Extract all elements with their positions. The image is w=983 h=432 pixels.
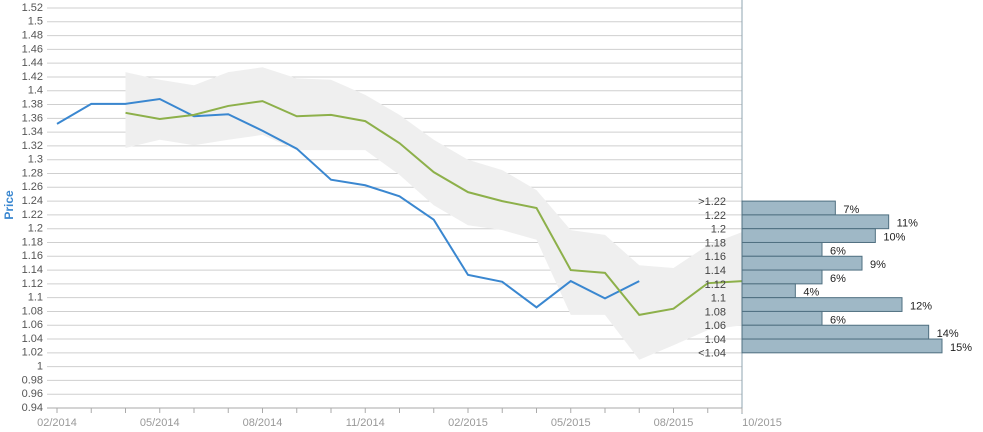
x-tick-label: 10/2015 — [742, 417, 782, 429]
bar — [741, 200, 836, 216]
value-label: 10% — [883, 231, 905, 243]
bin-label: 1.1 — [711, 293, 726, 305]
bin-label: 1.16 — [705, 251, 726, 263]
bin-label: <1.04 — [698, 348, 726, 360]
y-tick-label: 1.46 — [22, 43, 43, 55]
y-tick-label: 1.12 — [22, 278, 43, 290]
y-tick-label: 1.08 — [22, 305, 43, 317]
bar — [741, 338, 943, 354]
line — [125, 100, 743, 316]
y-tick-label: 1.36 — [22, 112, 43, 124]
x-tick-label: 11/2014 — [346, 417, 385, 429]
y-tick-label: 1.04 — [22, 333, 43, 345]
value-label: 11% — [897, 218, 918, 230]
x-tick-label: 05/2014 — [140, 417, 180, 429]
y-tick-label: 1.2 — [28, 223, 43, 235]
bar — [741, 269, 823, 285]
y-tick-label: 1.28 — [22, 167, 43, 179]
y-tick-label: 1.22 — [22, 209, 43, 221]
y-axis-label: Price — [2, 190, 16, 220]
y-tick-label: 0.94 — [22, 402, 43, 414]
y-tick-label: 1.4 — [28, 85, 43, 97]
y-tick-label: 1.02 — [22, 347, 43, 359]
bin-label: 1.2 — [711, 224, 726, 236]
band — [125, 67, 742, 360]
value-label: 6% — [830, 314, 846, 326]
bin-label: 1.06 — [705, 320, 726, 332]
y-tick-label: 1.3 — [28, 154, 43, 166]
bin-label: 1.08 — [705, 306, 726, 318]
bar — [741, 241, 823, 257]
value-label: 9% — [870, 259, 886, 271]
y-tick-label: 1.5 — [28, 16, 43, 28]
bin-label: 1.14 — [705, 265, 726, 277]
bar — [741, 228, 876, 243]
y-tick-label: 1 — [37, 361, 43, 373]
y-tick-label: 0.96 — [22, 388, 43, 400]
x-tick-label: 05/2015 — [551, 417, 591, 429]
x-tick-label: 08/2014 — [243, 417, 283, 429]
bar — [741, 310, 823, 326]
bar — [741, 255, 863, 271]
y-tick-label: 1.1 — [28, 292, 43, 304]
y-tick-label: 1.42 — [22, 71, 43, 83]
bin-label: 1.12 — [705, 279, 726, 291]
value-label: 12% — [910, 300, 932, 312]
y-tick-label: 1.14 — [22, 264, 43, 276]
bin-label: >1.22 — [698, 196, 726, 208]
bin-label: 1.22 — [705, 210, 726, 222]
x-tick-label: 02/2014 — [37, 417, 77, 429]
value-label: 6% — [830, 273, 846, 285]
bin-label: 1.04 — [705, 334, 726, 346]
value-label: 14% — [937, 328, 959, 340]
x-tick-label: 02/2015 — [448, 417, 488, 429]
bar — [741, 214, 890, 230]
y-tick-label: 1.48 — [22, 29, 43, 41]
y-tick-label: 1.24 — [22, 195, 43, 207]
y-tick-label: 1.18 — [22, 236, 43, 248]
y-tick-label: 1.32 — [22, 140, 43, 152]
y-tick-label: 1.16 — [22, 250, 43, 262]
y-tick-label: 1.38 — [22, 98, 43, 110]
y-tick-label: 1.26 — [22, 181, 43, 193]
y-tick-label: 1.34 — [22, 126, 43, 138]
bar — [741, 324, 930, 340]
bin-label: 1.18 — [705, 237, 726, 249]
x-tick-label: 08/2015 — [654, 417, 694, 429]
value-label: 15% — [950, 342, 972, 354]
y-tick-label: 1.06 — [22, 319, 43, 331]
value-label: 6% — [830, 245, 846, 257]
bar — [741, 297, 903, 312]
y-tick-label: 1.52 — [22, 2, 43, 14]
value-label: 7% — [843, 204, 859, 216]
bar — [741, 283, 796, 299]
value-label: 4% — [803, 287, 819, 299]
y-tick-label: 1.44 — [22, 57, 43, 69]
y-tick-label: 0.98 — [22, 374, 43, 386]
line — [56, 98, 640, 309]
